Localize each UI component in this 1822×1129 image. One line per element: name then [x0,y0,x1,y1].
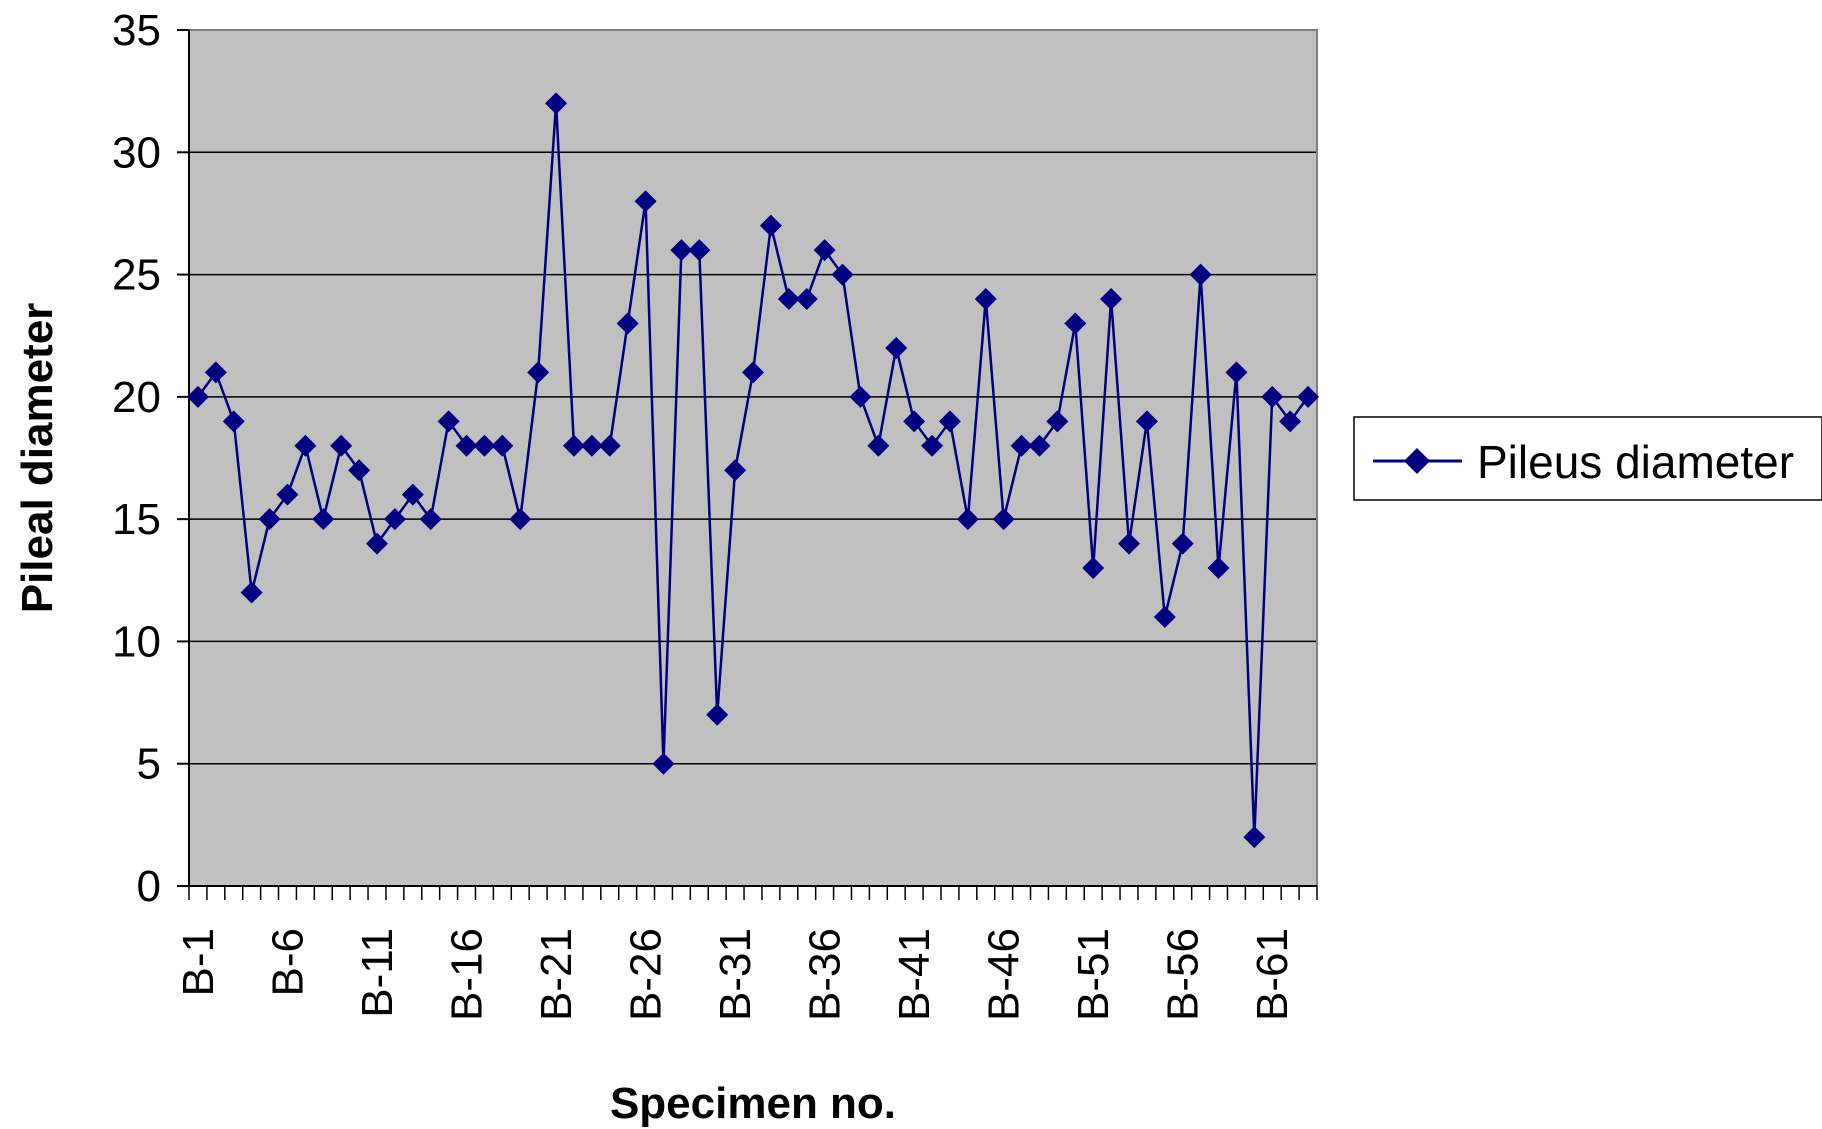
data-point [348,459,371,482]
data-point [1118,532,1140,555]
data-point [688,239,711,262]
data-point [580,434,603,457]
x-tick-label: B-36 [801,928,850,1021]
data-point [634,190,657,213]
x-tick-label: B-16 [443,928,492,1021]
data-point [186,385,209,408]
x-tick-label: B-1 [174,928,223,996]
data-point [204,361,227,384]
data-point [312,508,335,531]
x-axis-ticks: B-1 B-6 B-11 B-16 B-21 B-26 B-31 B-36 B-41 B-46 B-… [174,886,1318,1021]
data-point [419,508,442,531]
data-point [1028,434,1051,457]
data-point [616,312,639,335]
x-tick-label: B-11 [353,928,402,1018]
gridlines [189,151,1317,765]
x-tick-label: B-21 [532,928,581,1021]
data-point [938,410,961,433]
x-tick-label: B-61 [1248,928,1297,1021]
data-point [527,361,550,384]
data-point [724,459,747,482]
data-point [258,508,281,531]
data-point [240,581,263,604]
data-point [401,483,424,506]
data-point [831,263,854,286]
data-point [867,434,890,457]
legend-box [1353,416,1822,501]
x-axis-title: Specimen no. [610,1079,896,1128]
data-point [903,410,926,433]
data-point [742,361,764,384]
data-point [1261,385,1284,408]
data-point [1010,434,1033,457]
data-point [383,508,406,531]
x-tick-label: B-51 [1069,928,1118,1021]
y-tick-label: 30 [112,128,161,177]
data-point [491,434,514,457]
data-point [1225,361,1248,384]
x-tick-label: B-56 [1159,928,1208,1021]
data-point [1082,557,1105,580]
x-tick-label: B-26 [622,928,671,1021]
data-point [1279,410,1302,433]
y-axis-ticks: 0 5 10 15 20 25 30 35 [112,6,189,911]
plot-area [189,30,1317,886]
data-point [795,288,818,311]
data-point [885,336,908,359]
data-point [545,92,568,115]
data-point [670,239,693,262]
data-point [652,752,675,775]
y-tick-label: 25 [112,251,161,300]
data-point [777,288,800,311]
y-tick-label: 5 [137,740,161,789]
data-point [1135,410,1158,433]
x-tick-label: B-41 [890,928,939,1021]
data-point [706,703,729,726]
data-point [330,434,353,457]
data-point [813,239,836,262]
data-point [1207,557,1230,580]
data-point [1297,385,1320,408]
data-point [1171,532,1194,555]
y-tick-label: 35 [112,6,161,55]
data-point [1046,410,1069,433]
y-tick-label: 10 [112,617,161,666]
data-point [366,532,388,555]
series-layer [186,92,1320,849]
data-point [1100,288,1123,311]
data-point [294,434,317,457]
x-tick-label: B-31 [711,928,760,1021]
data-point [276,483,299,506]
data-point [509,508,532,531]
data-point [1064,312,1087,335]
data-point [1243,826,1266,849]
data-point [562,434,585,457]
y-tick-label: 15 [112,495,161,544]
data-point [759,214,782,237]
legend-label: Pileus diameter [1477,436,1794,488]
data-point [222,410,245,433]
data-point [1189,263,1212,286]
y-axis-title: Pileal diameter [13,303,62,614]
data-point [992,508,1015,531]
data-point [437,410,460,433]
data-point [1153,605,1176,628]
data-point [598,434,621,457]
data-point [849,385,872,408]
data-point [455,434,478,457]
legend-marker-icon [1404,448,1430,474]
data-point [974,288,997,311]
y-tick-label: 20 [112,373,161,422]
data-point [956,508,979,531]
data-point [921,434,944,457]
legend: Pileus diameter [1353,416,1822,501]
x-tick-label: B-6 [263,928,312,996]
data-point [473,434,496,457]
y-tick-label: 0 [137,862,161,911]
x-tick-label: B-46 [980,928,1029,1021]
